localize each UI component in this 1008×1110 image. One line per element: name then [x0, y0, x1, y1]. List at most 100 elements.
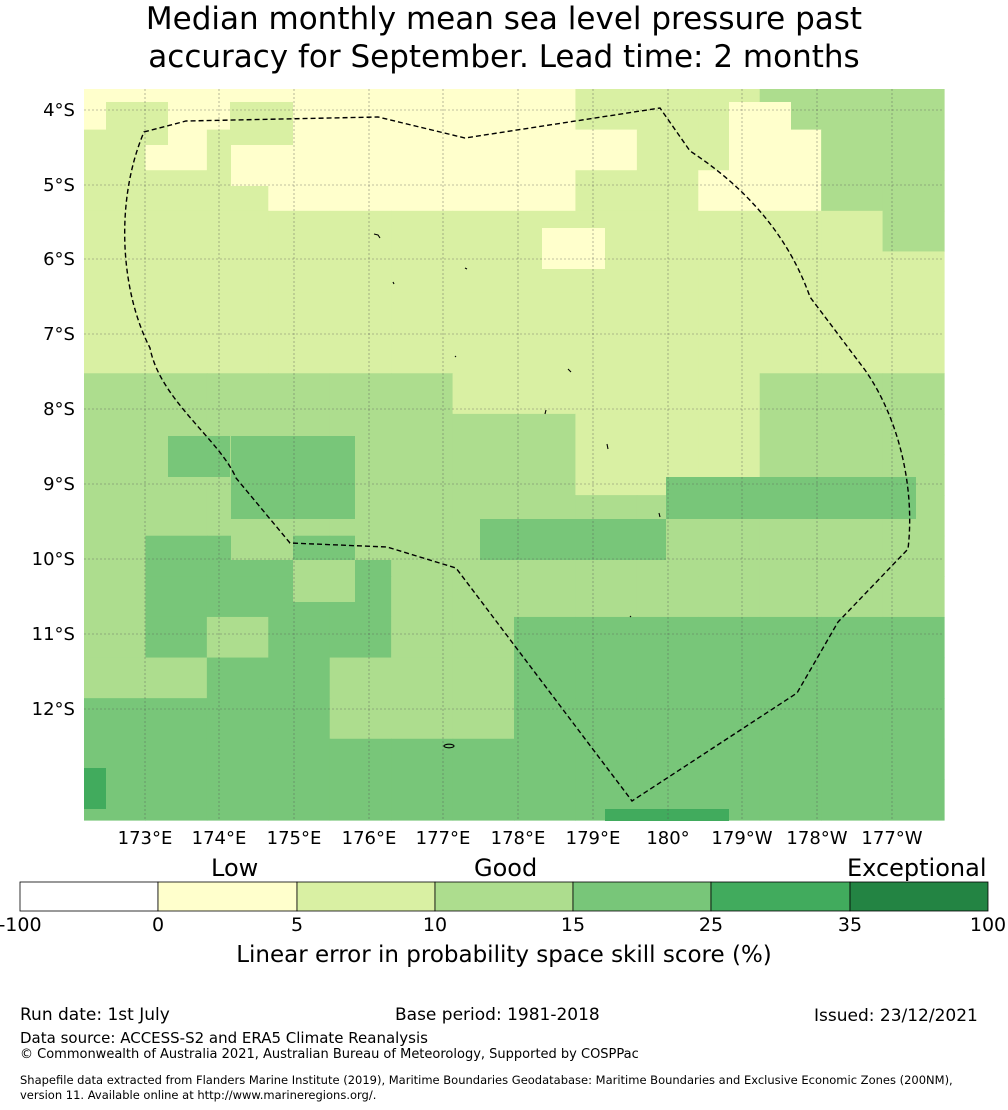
grid-cell — [698, 332, 761, 374]
grid-cell — [514, 89, 577, 131]
grid-cell — [84, 373, 147, 415]
eez-boundary — [124, 107, 911, 802]
colorbar-segment — [296, 881, 436, 912]
grid-cell — [84, 210, 147, 253]
grid-cell — [514, 616, 577, 659]
grid-cell — [514, 779, 577, 821]
grid-cell — [329, 657, 392, 699]
grid-cell — [206, 292, 269, 334]
grid-cell — [145, 657, 208, 699]
grid-cell — [391, 779, 454, 821]
grid-cell — [698, 292, 761, 334]
grid-cell — [391, 698, 454, 740]
skill-score-grid — [84, 89, 945, 821]
grid-cell — [84, 616, 147, 659]
lat-label: 7°S — [43, 324, 75, 345]
grid-cell — [605, 809, 729, 821]
lat-label: 10°S — [32, 549, 75, 570]
grid-cell — [698, 373, 761, 415]
grid-cell — [293, 436, 355, 519]
colorbar-tick: 100 — [969, 914, 1007, 936]
category-low: Low — [211, 854, 259, 882]
grid-cell — [329, 210, 392, 253]
grid-cell — [391, 657, 454, 699]
lat-label: 5°S — [43, 175, 75, 196]
islands — [373, 233, 661, 749]
grid-cell — [698, 738, 761, 780]
colorbar-tick: 0 — [151, 914, 165, 936]
grid-cell — [452, 332, 515, 374]
lon-label: 176°E — [342, 828, 397, 849]
grid-cell — [230, 102, 293, 145]
grid-cell — [391, 210, 454, 253]
colorbar-label: Linear error in probability space skill … — [236, 942, 772, 968]
grid-cell — [391, 129, 454, 171]
grid-cell — [821, 738, 884, 780]
grid-cell — [514, 576, 577, 618]
grid-cell — [391, 616, 454, 659]
island — [567, 368, 572, 373]
grid-cell — [514, 129, 577, 171]
grid-cell — [514, 698, 577, 740]
grid-cell — [698, 576, 761, 618]
grid-cell — [452, 292, 515, 334]
grid-cell — [145, 738, 208, 780]
title-line-1: Median monthly mean sea level pressure p… — [145, 1, 863, 37]
grid-cell — [882, 657, 945, 699]
grid-cell — [821, 616, 884, 659]
grid-cell — [821, 576, 884, 618]
grid-cell — [882, 535, 945, 577]
grid-cell — [698, 616, 761, 659]
island — [544, 409, 547, 415]
grid-cell — [145, 535, 208, 577]
grid-cell — [821, 373, 884, 415]
grid-cell — [84, 170, 147, 212]
data-source: Data source: ACCESS-S2 and ERA5 Climate … — [20, 1029, 428, 1047]
grid-cell — [329, 251, 392, 293]
grid-cell — [145, 576, 208, 618]
grid-cell — [452, 698, 515, 740]
grid-cell — [391, 170, 454, 212]
grid-cell — [329, 779, 392, 821]
grid-cell — [698, 535, 761, 577]
colorbar-segment — [19, 881, 159, 912]
grid-cell — [821, 332, 884, 374]
grid-cell — [575, 657, 638, 699]
grid-cell — [268, 292, 331, 334]
colorbar-segment — [572, 881, 712, 912]
grid-cell — [452, 576, 515, 618]
title-line-2: accuracy for September. Lead time: 2 mon… — [148, 39, 860, 75]
grid-cell — [84, 251, 147, 293]
grid-cell — [268, 779, 331, 821]
colorbar-tick: 25 — [698, 914, 724, 936]
grid-cell — [882, 616, 945, 659]
grid-cell — [452, 129, 515, 171]
grid-cell — [268, 373, 331, 415]
lon-label: 175°E — [267, 828, 322, 849]
grid-cell — [452, 454, 515, 496]
island — [464, 267, 468, 270]
grid-cell — [391, 292, 454, 334]
grid-cell — [514, 292, 577, 334]
colorbar-segment — [157, 881, 298, 912]
grid-cell — [206, 738, 269, 780]
grid-cell — [391, 454, 454, 496]
lat-label: 9°S — [43, 474, 75, 495]
grid-cell — [293, 560, 355, 602]
grid-cell — [145, 779, 208, 821]
island — [658, 512, 661, 518]
colorbar-segment — [434, 881, 574, 912]
lat-label: 4°S — [43, 100, 75, 121]
grid-cell — [391, 373, 454, 415]
grid-cell — [84, 495, 147, 537]
run-date: Run date: 1st July — [20, 1005, 170, 1025]
grid-cell — [391, 413, 454, 456]
grid-cell — [575, 170, 638, 212]
grid-cell — [575, 129, 638, 171]
grid-cell — [268, 251, 331, 293]
grid-cell — [145, 616, 208, 659]
grid-cell — [84, 576, 147, 618]
lon-label: 173°E — [118, 828, 173, 849]
grid-cell — [698, 698, 761, 740]
